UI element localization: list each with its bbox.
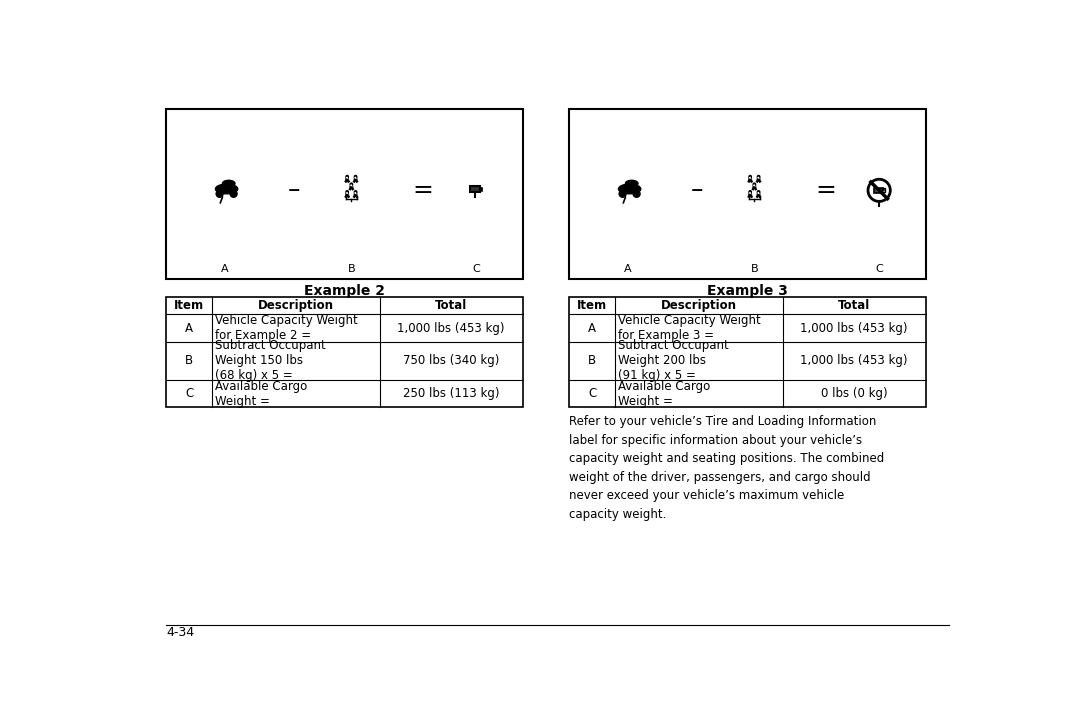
Polygon shape xyxy=(346,193,349,195)
Text: Subtract Occupant
Weight 200 lbs
(91 kg) x 5 =: Subtract Occupant Weight 200 lbs (91 kg)… xyxy=(619,339,729,382)
Polygon shape xyxy=(757,178,760,180)
Text: Available Cargo
Weight =: Available Cargo Weight = xyxy=(215,379,308,408)
Polygon shape xyxy=(748,178,752,180)
Polygon shape xyxy=(757,193,760,195)
Circle shape xyxy=(753,183,756,186)
Polygon shape xyxy=(346,178,349,180)
Polygon shape xyxy=(753,185,756,188)
Circle shape xyxy=(882,189,885,191)
Circle shape xyxy=(633,190,640,197)
FancyBboxPatch shape xyxy=(166,109,523,279)
Text: C: C xyxy=(588,387,596,400)
Text: B: B xyxy=(589,354,596,367)
Text: C: C xyxy=(185,387,193,400)
Polygon shape xyxy=(354,193,356,195)
Ellipse shape xyxy=(625,180,638,186)
Circle shape xyxy=(216,190,224,197)
Ellipse shape xyxy=(215,184,238,194)
Text: Example 3: Example 3 xyxy=(706,284,787,297)
Text: Example 2: Example 2 xyxy=(303,284,384,297)
Text: A: A xyxy=(589,322,596,335)
Text: C: C xyxy=(875,264,883,274)
Ellipse shape xyxy=(619,184,640,194)
Circle shape xyxy=(750,176,752,178)
Text: Item: Item xyxy=(174,300,204,312)
Polygon shape xyxy=(350,185,353,188)
FancyBboxPatch shape xyxy=(569,109,926,279)
Text: Item: Item xyxy=(577,300,607,312)
Circle shape xyxy=(481,189,482,190)
FancyBboxPatch shape xyxy=(874,188,882,193)
Text: C: C xyxy=(472,264,480,274)
Text: 1,000 lbs (453 kg): 1,000 lbs (453 kg) xyxy=(397,322,505,335)
Circle shape xyxy=(868,179,890,202)
Circle shape xyxy=(757,191,759,193)
Text: 750 lbs (340 kg): 750 lbs (340 kg) xyxy=(403,354,499,367)
FancyBboxPatch shape xyxy=(470,186,480,192)
Circle shape xyxy=(354,191,356,193)
Text: A: A xyxy=(220,264,228,274)
Text: A: A xyxy=(623,264,631,274)
Circle shape xyxy=(619,190,626,197)
Circle shape xyxy=(346,191,349,193)
Text: 0 lbs (0 kg): 0 lbs (0 kg) xyxy=(821,387,888,400)
Circle shape xyxy=(230,190,238,197)
Text: 250 lbs (113 kg): 250 lbs (113 kg) xyxy=(403,387,499,400)
Circle shape xyxy=(350,183,352,186)
Text: 4-34: 4-34 xyxy=(166,626,194,639)
Text: Total: Total xyxy=(838,300,870,312)
Text: Total: Total xyxy=(435,300,468,312)
Text: Vehicle Capacity Weight
for Example 2 =: Vehicle Capacity Weight for Example 2 = xyxy=(215,314,359,342)
Text: –: – xyxy=(691,179,703,202)
Text: Description: Description xyxy=(661,300,738,312)
Ellipse shape xyxy=(222,180,235,186)
Circle shape xyxy=(346,176,349,178)
Polygon shape xyxy=(748,193,752,195)
Text: Subtract Occupant
Weight 150 lbs
(68 kg) x 5 =: Subtract Occupant Weight 150 lbs (68 kg)… xyxy=(215,339,326,382)
Text: A: A xyxy=(185,322,193,335)
Text: =: = xyxy=(413,179,433,202)
Circle shape xyxy=(757,176,759,178)
FancyBboxPatch shape xyxy=(166,297,523,408)
Text: Description: Description xyxy=(258,300,334,312)
Text: –: – xyxy=(288,179,300,202)
Text: B: B xyxy=(185,354,193,367)
Text: B: B xyxy=(348,264,355,274)
Text: Vehicle Capacity Weight
for Example 3 =: Vehicle Capacity Weight for Example 3 = xyxy=(619,314,761,342)
Polygon shape xyxy=(354,178,356,180)
Text: =: = xyxy=(815,179,836,202)
Circle shape xyxy=(354,176,356,178)
Text: Refer to your vehicle’s Tire and Loading Information
label for specific informat: Refer to your vehicle’s Tire and Loading… xyxy=(569,415,885,521)
Text: Available Cargo
Weight =: Available Cargo Weight = xyxy=(619,379,711,408)
Circle shape xyxy=(750,191,752,193)
FancyBboxPatch shape xyxy=(882,188,885,192)
Text: B: B xyxy=(751,264,758,274)
Text: 1,000 lbs (453 kg): 1,000 lbs (453 kg) xyxy=(800,354,908,367)
Text: 1,000 lbs (453 kg): 1,000 lbs (453 kg) xyxy=(800,322,908,335)
FancyBboxPatch shape xyxy=(569,297,926,408)
FancyBboxPatch shape xyxy=(480,188,483,191)
